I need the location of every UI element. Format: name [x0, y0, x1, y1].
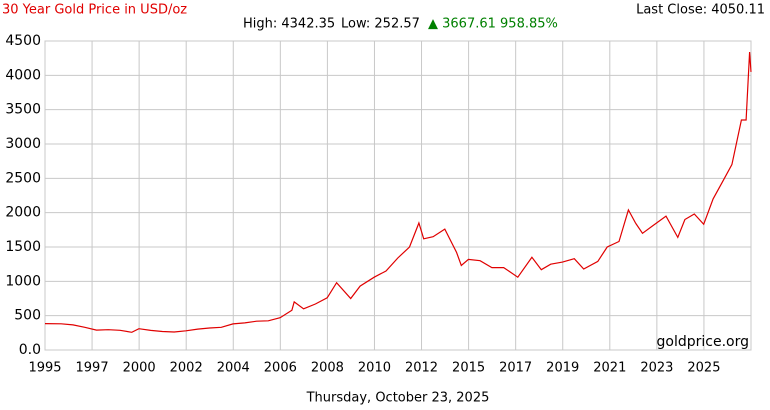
y-tick-label: 2000 [5, 205, 41, 221]
x-tick-label: 2023 [640, 361, 673, 376]
plot-border [44, 40, 752, 351]
date-label: Thursday, October 23, 2025 [306, 391, 490, 406]
x-tick-label: 2000 [123, 361, 156, 376]
y-tick-label: 2500 [5, 170, 41, 186]
y-tick-label: 4000 [5, 67, 41, 83]
x-tick-label: 2025 [687, 361, 720, 376]
y-tick-label: 4500 [5, 33, 41, 49]
y-tick-label: 3000 [5, 136, 41, 152]
y-tick-label: 3500 [5, 102, 41, 118]
change-stat: ▲ 3667.61 958.85% [428, 17, 558, 32]
high-stat: High: 4342.35 [243, 17, 335, 32]
x-tick-label: 2012 [405, 361, 438, 376]
watermark: goldprice.org [657, 334, 749, 350]
x-tick-label: 2004 [217, 361, 250, 376]
x-tick-label: 2008 [311, 361, 344, 376]
x-tick-label: 2017 [499, 361, 532, 376]
y-tick-label: 1500 [5, 239, 41, 255]
y-tick-label: 500 [14, 308, 41, 324]
x-tick-label: 2002 [170, 361, 203, 376]
x-tick-label: 1995 [28, 361, 61, 376]
x-tick-label: 2015 [452, 361, 485, 376]
x-tick-label: 2010 [358, 361, 391, 376]
last-close: Last Close: 4050.11 [636, 3, 765, 18]
x-tick-label: 1997 [76, 361, 109, 376]
x-tick-label: 2006 [264, 361, 297, 376]
y-tick-label: 1000 [5, 273, 41, 289]
y-tick-label: 0.0 [19, 342, 41, 358]
chart-title: 30 Year Gold Price in USD/oz [2, 3, 187, 18]
x-tick-label: 2019 [546, 361, 579, 376]
price-line [44, 51, 752, 333]
low-stat: Low: 252.57 [341, 17, 420, 32]
x-tick-label: 2021 [593, 361, 626, 376]
